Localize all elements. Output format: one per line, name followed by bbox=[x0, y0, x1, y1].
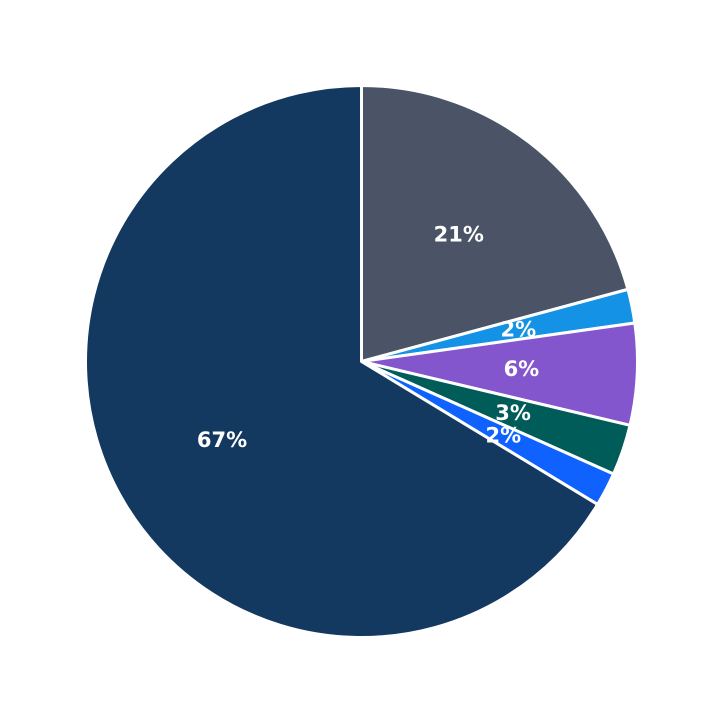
pie-slice-0 bbox=[360, 84, 630, 363]
labels-group: 21%2%6%3%2%67% bbox=[197, 222, 539, 452]
slice-label-0: 21% bbox=[434, 222, 484, 246]
pie-slice-5 bbox=[84, 84, 600, 639]
slice-label-4: 2% bbox=[486, 424, 522, 448]
slices-group bbox=[84, 84, 639, 639]
slice-label-3: 3% bbox=[495, 401, 531, 425]
slice-label-1: 2% bbox=[500, 317, 536, 341]
slice-label-2: 6% bbox=[504, 357, 540, 381]
slice-label-5: 67% bbox=[197, 428, 247, 452]
